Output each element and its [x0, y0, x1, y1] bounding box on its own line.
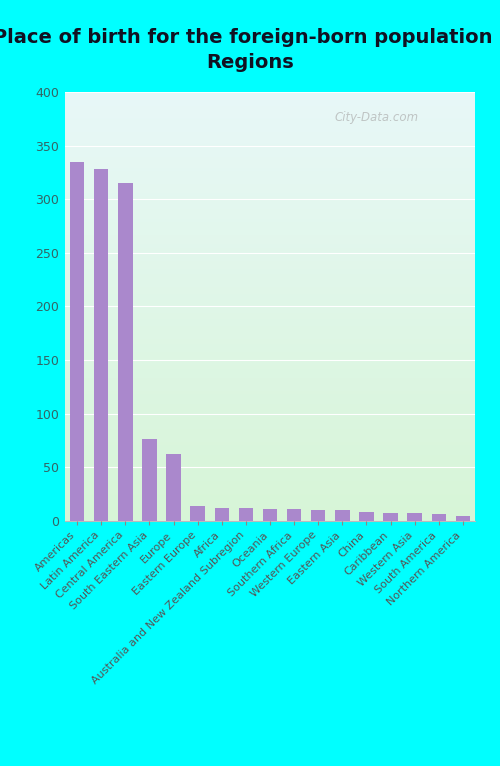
Bar — [287, 509, 302, 521]
Bar — [263, 509, 277, 521]
Bar — [432, 515, 446, 521]
Bar — [166, 454, 181, 521]
Bar — [238, 508, 253, 521]
Bar — [311, 510, 326, 521]
Bar — [456, 516, 470, 521]
Bar — [94, 169, 108, 521]
Bar — [70, 162, 84, 521]
Bar — [190, 506, 205, 521]
Bar — [359, 512, 374, 521]
Bar — [118, 183, 132, 521]
Bar — [335, 510, 349, 521]
Text: City-Data.com: City-Data.com — [334, 111, 418, 124]
Bar — [142, 440, 156, 521]
Bar — [214, 508, 229, 521]
Text: Place of birth for the foreign-born population -
Regions: Place of birth for the foreign-born popu… — [0, 28, 500, 72]
Bar — [408, 513, 422, 521]
Bar — [384, 513, 398, 521]
